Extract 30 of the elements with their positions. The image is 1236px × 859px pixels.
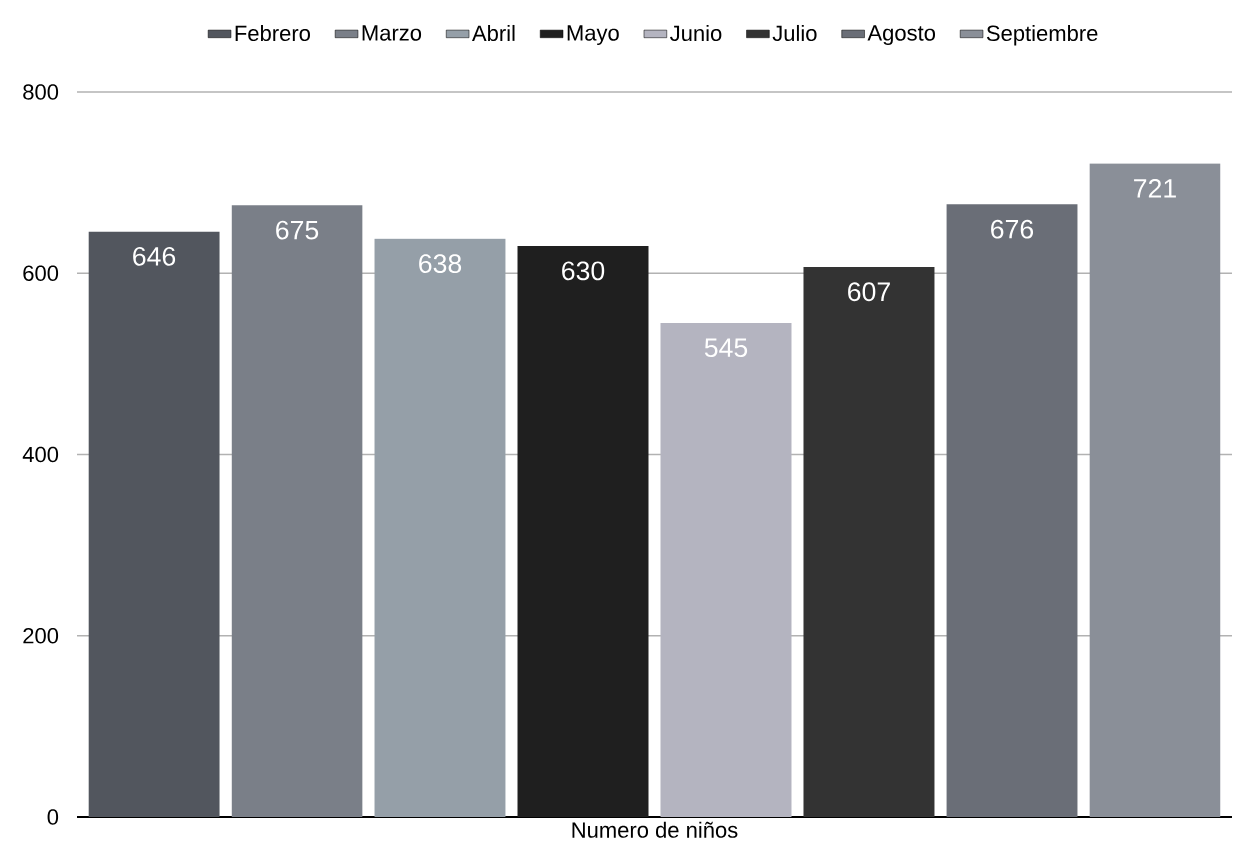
- data-label: 721: [1134, 178, 1176, 198]
- data-label: 675: [276, 220, 319, 240]
- data-label: 545: [704, 338, 748, 358]
- bar: [517, 246, 649, 817]
- y-tick-label: 800: [23, 84, 59, 100]
- legend-label: Julio: [772, 24, 817, 42]
- bar: [660, 323, 792, 817]
- legend-label: Abril: [472, 24, 515, 42]
- legend-label: Junio: [670, 24, 722, 42]
- bar: [803, 266, 935, 817]
- y-tick-label: 400: [22, 446, 59, 463]
- bar: [946, 204, 1078, 817]
- y-tick-label: 0: [47, 809, 59, 825]
- bar: [88, 231, 220, 817]
- data-label: 607: [848, 282, 890, 302]
- legend-label: Febrero: [235, 24, 310, 42]
- data-label: 676: [991, 219, 1034, 239]
- data-label: 638: [419, 254, 462, 274]
- legend-label: Mayo: [567, 25, 619, 46]
- legend-label: Agosto: [867, 25, 936, 46]
- data-label: 646: [133, 246, 176, 266]
- data-label: 630: [562, 261, 605, 281]
- y-tick-label: 200: [23, 627, 59, 644]
- y-tick-label: 600: [23, 265, 59, 282]
- bar: [374, 238, 506, 817]
- bar: [231, 205, 363, 817]
- legend-label: Marzo: [362, 25, 422, 41]
- bar: [1089, 163, 1221, 817]
- x-tick-label: Numero de niños: [572, 821, 738, 838]
- legend-label: Septiembre: [986, 24, 1098, 46]
